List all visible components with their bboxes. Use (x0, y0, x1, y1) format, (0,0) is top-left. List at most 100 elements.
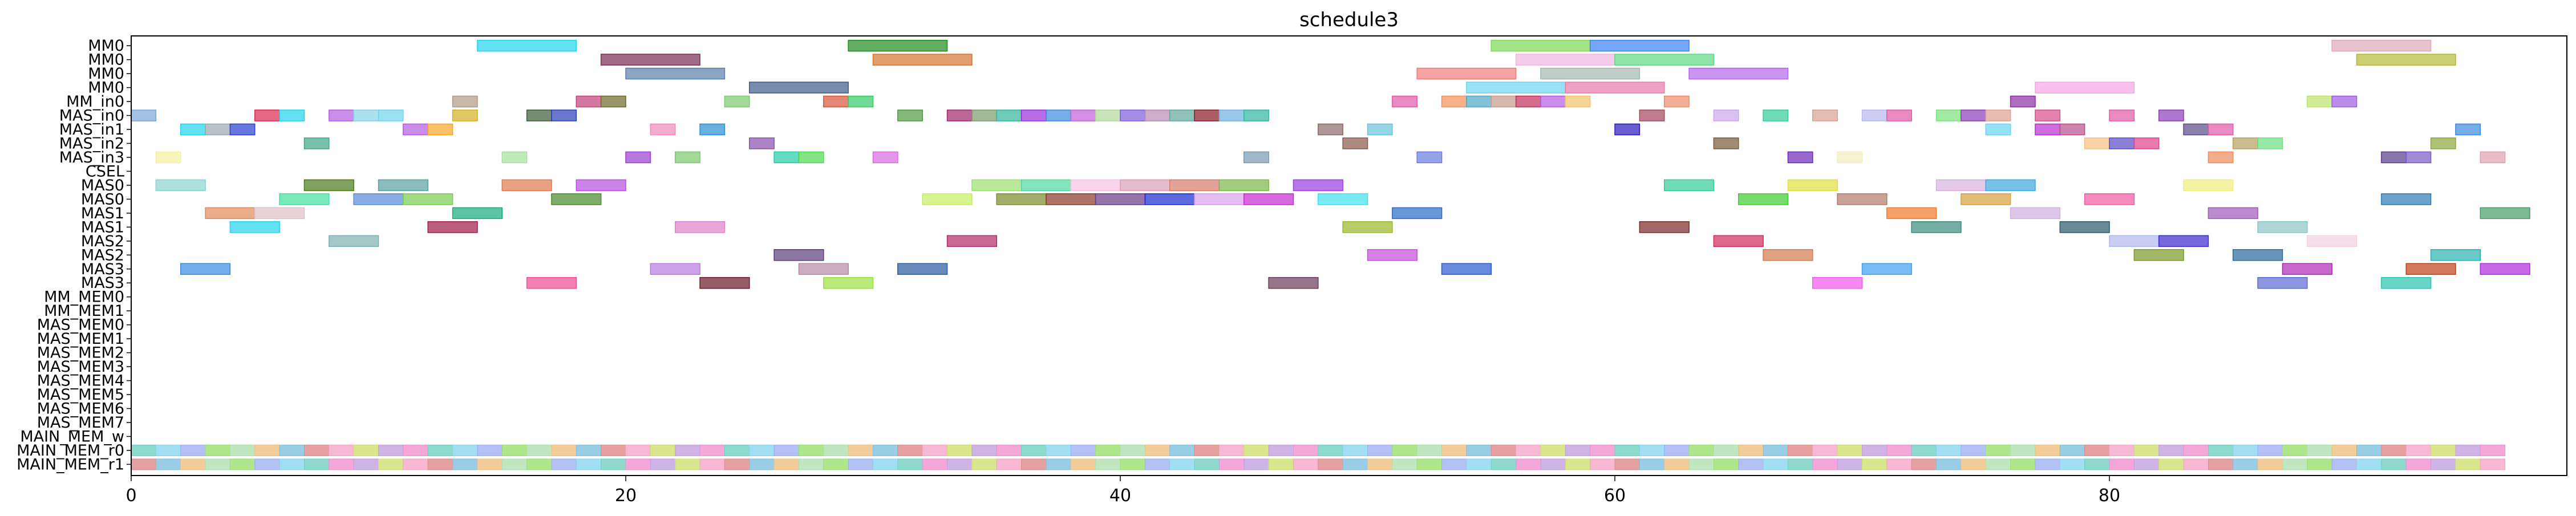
task-bar (2307, 95, 2332, 108)
memory-block (1688, 444, 1714, 456)
task-bar (2183, 123, 2209, 136)
memory-block (1886, 458, 1912, 470)
memory-block (526, 444, 552, 456)
task-bar (1515, 95, 1541, 108)
memory-block (625, 444, 651, 456)
memory-block (1342, 458, 1368, 470)
y-tick-label: MAIN_MEM_r1 (17, 456, 124, 473)
task-bar (526, 277, 577, 289)
task-bar (872, 151, 898, 164)
task-bar (1244, 109, 1269, 121)
y-tick-label: MM0 (88, 51, 124, 69)
memory-block (205, 458, 230, 470)
y-tick-label: CSEL (86, 162, 124, 180)
memory-block (1540, 444, 1566, 456)
memory-block (1763, 458, 1788, 470)
memory-block (155, 444, 181, 456)
y-tick-label: MAS_in1 (59, 121, 124, 139)
task-bar (1095, 193, 1146, 205)
memory-block (1169, 444, 1195, 456)
memory-block (1614, 458, 1640, 470)
memory-block (1367, 444, 1393, 456)
y-tick-label: MAS_MEM3 (37, 358, 124, 376)
memory-block (2133, 458, 2160, 470)
memory-block (378, 444, 404, 456)
task-bar (897, 263, 948, 275)
task-bar (2257, 277, 2308, 289)
task-bar (1911, 221, 1962, 233)
memory-block (1639, 444, 1665, 456)
memory-block (873, 444, 898, 456)
task-bar (2257, 221, 2308, 233)
task-bar (1268, 277, 1319, 289)
task-bar (303, 179, 354, 192)
task-bar (1367, 249, 1417, 261)
memory-block (1021, 444, 1047, 456)
task-bar (1935, 109, 1962, 121)
task-bar (749, 82, 849, 94)
task-bar (1070, 179, 1121, 192)
memory-block (1911, 444, 1937, 456)
task-bar (2430, 249, 2481, 261)
y-tick-label: MM_in0 (66, 93, 124, 111)
memory-block (625, 458, 651, 470)
memory-block (2233, 458, 2258, 470)
memory-block (1812, 444, 1838, 456)
task-bar (625, 151, 651, 164)
memory-block (2431, 444, 2456, 456)
memory-block (1936, 444, 1962, 456)
task-bar (155, 151, 181, 164)
memory-block (699, 458, 725, 470)
memory-block (823, 444, 849, 456)
task-bar (1787, 151, 1813, 164)
plot-frame (131, 35, 2567, 476)
memory-block (1293, 458, 1319, 470)
task-bar (2381, 151, 2407, 164)
task-bar (1120, 109, 1146, 121)
memory-block (1367, 458, 1393, 470)
task-bar (2010, 207, 2061, 220)
memory-block (229, 458, 256, 470)
memory-block (2035, 458, 2060, 470)
memory-block (2455, 458, 2481, 470)
memory-block (1516, 458, 1541, 470)
task-bar (501, 179, 552, 192)
task-bar (2282, 263, 2332, 275)
task-bar (205, 123, 231, 136)
task-bar (1688, 67, 1789, 80)
task-bar (353, 193, 404, 205)
memory-block (2257, 458, 2283, 470)
memory-block (254, 458, 280, 470)
task-bar (427, 123, 453, 136)
memory-block (1985, 458, 2011, 470)
memory-block (1416, 444, 1443, 456)
memory-block (1070, 458, 1096, 470)
task-bar (1540, 95, 1566, 108)
y-tick-label: MM0 (88, 65, 124, 83)
memory-block (675, 444, 700, 456)
task-bar (823, 277, 874, 289)
task-bar (1961, 193, 2011, 205)
task-bar (1144, 193, 1195, 205)
memory-block (650, 444, 676, 456)
memory-block (1565, 444, 1591, 456)
memory-block (1516, 444, 1541, 456)
task-bar (2084, 193, 2135, 205)
task-bar (1293, 179, 1343, 192)
task-bar (1441, 95, 1467, 108)
memory-block (947, 458, 973, 470)
task-bar (2084, 137, 2110, 149)
task-bar (1144, 109, 1170, 121)
task-bar (699, 277, 750, 289)
memory-block (823, 458, 849, 470)
memory-block (501, 458, 528, 470)
task-bar (576, 179, 626, 192)
memory-block (1837, 444, 1863, 456)
task-bar (403, 123, 428, 136)
memory-block (576, 444, 602, 456)
memory-block (1392, 458, 1417, 470)
task-bar (1490, 95, 1517, 108)
task-bar (2331, 95, 2358, 108)
task-bar (1392, 207, 1443, 220)
task-bar (1441, 263, 1492, 275)
